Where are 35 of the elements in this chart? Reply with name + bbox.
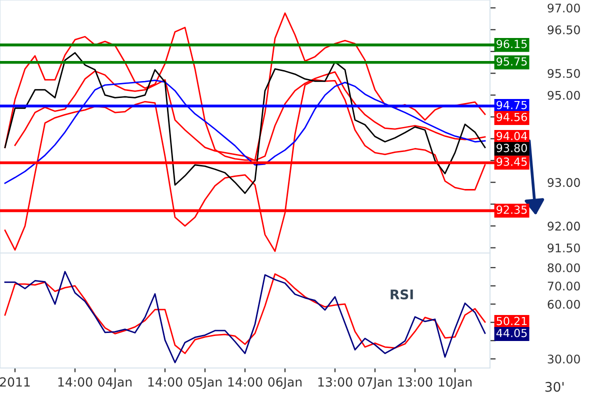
- x-tick-label: 07Jan: [358, 377, 392, 390]
- data-label: 44.05: [496, 328, 527, 338]
- x-tick-label: 14:00: [58, 377, 92, 387]
- x-tick-label: 2011: [0, 377, 30, 387]
- x-tick-label: 14:00: [148, 377, 182, 387]
- ref-line-label: 92.35: [496, 206, 527, 214]
- y-tick-label: 93.00: [548, 178, 580, 187]
- y-tick-label: 95.50: [548, 69, 580, 78]
- x-tick-label: 14:00: [228, 377, 262, 387]
- ref-line-label: 95.75: [496, 57, 527, 66]
- y-tick-label: 70.00: [548, 282, 580, 291]
- ref-line-label: 96.15: [496, 40, 527, 48]
- x-tick-label: 13:00: [398, 377, 432, 387]
- y-tick-label: 80.00: [548, 263, 580, 272]
- x-tick-label: 04Jan: [98, 377, 132, 390]
- ref-line-label: 94.75: [496, 100, 527, 110]
- y-tick-label: 95.00: [548, 90, 580, 100]
- x-tick-label: 13:00: [318, 377, 352, 387]
- y-tick-label: 30.00: [548, 354, 580, 364]
- y-tick-label: 92.00: [548, 222, 580, 231]
- data-label: 94.04: [496, 132, 528, 140]
- y-tick-label: 97.00: [548, 4, 580, 13]
- line-series: [4, 52, 486, 194]
- x-tick-label: 05Jan: [188, 377, 222, 390]
- annotation: RSI: [390, 289, 413, 300]
- data-label: 50.21: [496, 316, 527, 326]
- x-tick-label: 10Jan: [438, 377, 472, 390]
- text: 30': [545, 382, 564, 392]
- y-tick-label: 91.50: [548, 243, 580, 252]
- y-tick-label: 60.00: [548, 300, 580, 309]
- data-label: 94.56: [496, 112, 527, 122]
- y-tick-label: 96.50: [548, 25, 580, 34]
- ref-line-label: 93.45: [496, 158, 527, 166]
- data-label: 93.80: [496, 144, 527, 152]
- x-tick-label: 06Jan: [268, 377, 302, 390]
